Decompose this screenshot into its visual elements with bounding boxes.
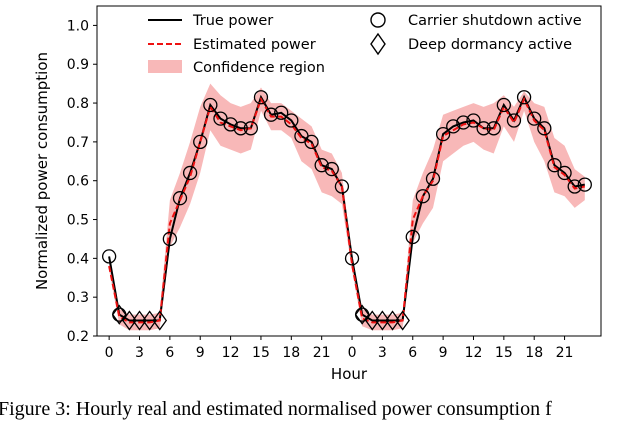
legend-true-power-label: True power	[192, 13, 273, 29]
y-tick-label: 0.3	[67, 290, 89, 306]
x-tick-label: 12	[222, 345, 240, 361]
deep-dormancy-marker	[375, 310, 390, 331]
carrier-shutdown-marker	[466, 113, 481, 128]
legend-confidence-region-swatch	[148, 60, 182, 73]
x-tick-label: 6	[165, 345, 174, 361]
x-tick-label: 21	[556, 345, 574, 361]
carrier-shutdown-marker	[263, 107, 279, 122]
figure-caption: Figure 3: Hourly real and estimated norm…	[0, 398, 552, 420]
carrier-shutdown-marker	[456, 115, 471, 130]
x-tick-label: 18	[525, 345, 543, 361]
x-tick-label: 9	[196, 345, 205, 361]
carrier-shutdown-marker	[496, 97, 511, 113]
x-tick-label: 6	[408, 345, 417, 361]
estimated-power-line	[108, 96, 585, 324]
carrier-shutdown-marker	[537, 121, 552, 136]
carrier-shutdown-marker	[425, 171, 441, 186]
carrier-shutdown-marker	[567, 179, 582, 194]
x-tick-label: 15	[495, 345, 513, 361]
plot-frame	[96, 5, 602, 337]
power-consumption-chart: 0.2 0.3 0.4 0.5 0.6 0.7 0.8 0.9 1.0 0 3 6 9 12 15 18 21…	[33, 5, 602, 383]
carrier-shutdown-marker	[435, 126, 451, 142]
x-tick-label: 18	[282, 345, 300, 361]
x-tick-label: 12	[465, 345, 483, 361]
carrier-shutdown-marker	[405, 229, 420, 245]
carrier-shutdown-marker	[324, 161, 339, 177]
x-axis-label: Hour	[331, 365, 368, 383]
carrier-shutdown-marker	[557, 165, 572, 181]
y-tick-label: 1.0	[67, 18, 89, 34]
carrier-shutdown-marker	[334, 179, 350, 194]
legend: True power Estimated power Confidence re…	[148, 12, 582, 76]
carrier-shutdown-marker	[314, 158, 329, 173]
x-tick-label: 3	[378, 345, 387, 361]
x-tick-label: 3	[135, 345, 144, 361]
legend-carrier-shutdown-label: Carrier shutdown active	[408, 13, 582, 29]
carrier-shutdown-marker	[182, 165, 198, 181]
carrier-shutdown-marker	[355, 307, 370, 322]
confidence-region-band	[109, 83, 585, 331]
deep-dormancy-marker	[395, 310, 410, 331]
carrier-shutdown-marker	[223, 117, 238, 132]
carrier-shutdown-marker	[344, 251, 360, 266]
carrier-shutdown-marker	[516, 90, 532, 105]
carrier-shutdown-marker	[162, 231, 178, 247]
legend-deep-dormancy-marker	[370, 32, 386, 56]
y-tick-label: 0.4	[67, 251, 89, 267]
legend-confidence-region-label: Confidence region	[193, 60, 325, 76]
y-axis-label: Normalized power consumption	[33, 52, 51, 290]
deep-dormancy-marker	[132, 310, 147, 331]
carrier-shutdown-marker	[476, 121, 491, 136]
deep-dormancy-marker	[385, 310, 400, 331]
carrier-shutdown-marker	[172, 191, 188, 206]
x-tick-label: 9	[439, 345, 448, 361]
deep-dormancy-marker	[111, 304, 127, 325]
y-tick-label: 0.5	[67, 213, 89, 229]
deep-dormancy-marker	[142, 310, 157, 331]
deep-dormancy-marker	[354, 304, 370, 325]
legend-deep-dormancy-label: Deep dormancy active	[408, 37, 572, 53]
carrier-shutdown-marker	[193, 134, 208, 150]
x-tick-label: 0	[105, 345, 114, 361]
carrier-shutdown-marker	[101, 249, 117, 264]
carrier-shutdown-marker	[203, 97, 218, 113]
carrier-shutdown-marker	[506, 113, 522, 128]
legend-estimated-power-label: Estimated power	[193, 37, 316, 53]
y-tick-label: 0.6	[67, 174, 89, 190]
carrier-shutdown-marker	[527, 111, 542, 126]
y-tick-label: 0.9	[67, 57, 89, 73]
carrier-shutdown-marker	[415, 189, 431, 204]
y-tick-label: 0.2	[67, 329, 89, 345]
carrier-shutdown-marker	[253, 90, 269, 105]
carrier-shutdown-marker	[233, 121, 248, 136]
legend-carrier-shutdown-marker	[370, 12, 386, 28]
carrier-shutdown-marker	[112, 307, 127, 322]
y-tick-label: 0.8	[67, 96, 89, 112]
carrier-shutdown-marker	[446, 119, 461, 134]
deep-dormancy-marker	[152, 310, 168, 331]
carrier-shutdown-marker	[577, 177, 592, 192]
plot-area	[101, 83, 592, 331]
x-tick-label: 0	[348, 345, 357, 361]
carrier-shutdown-marker	[274, 105, 289, 120]
y-tick-label: 0.7	[67, 135, 89, 151]
carrier-shutdown-marker	[486, 121, 501, 136]
carrier-shutdown-marker	[284, 113, 299, 128]
x-tick-label: 21	[313, 345, 331, 361]
carrier-shutdown-marker	[243, 121, 258, 136]
carrier-shutdown-marker	[304, 134, 319, 150]
x-tick-label: 15	[252, 345, 270, 361]
carrier-shutdown-marker	[547, 158, 562, 173]
